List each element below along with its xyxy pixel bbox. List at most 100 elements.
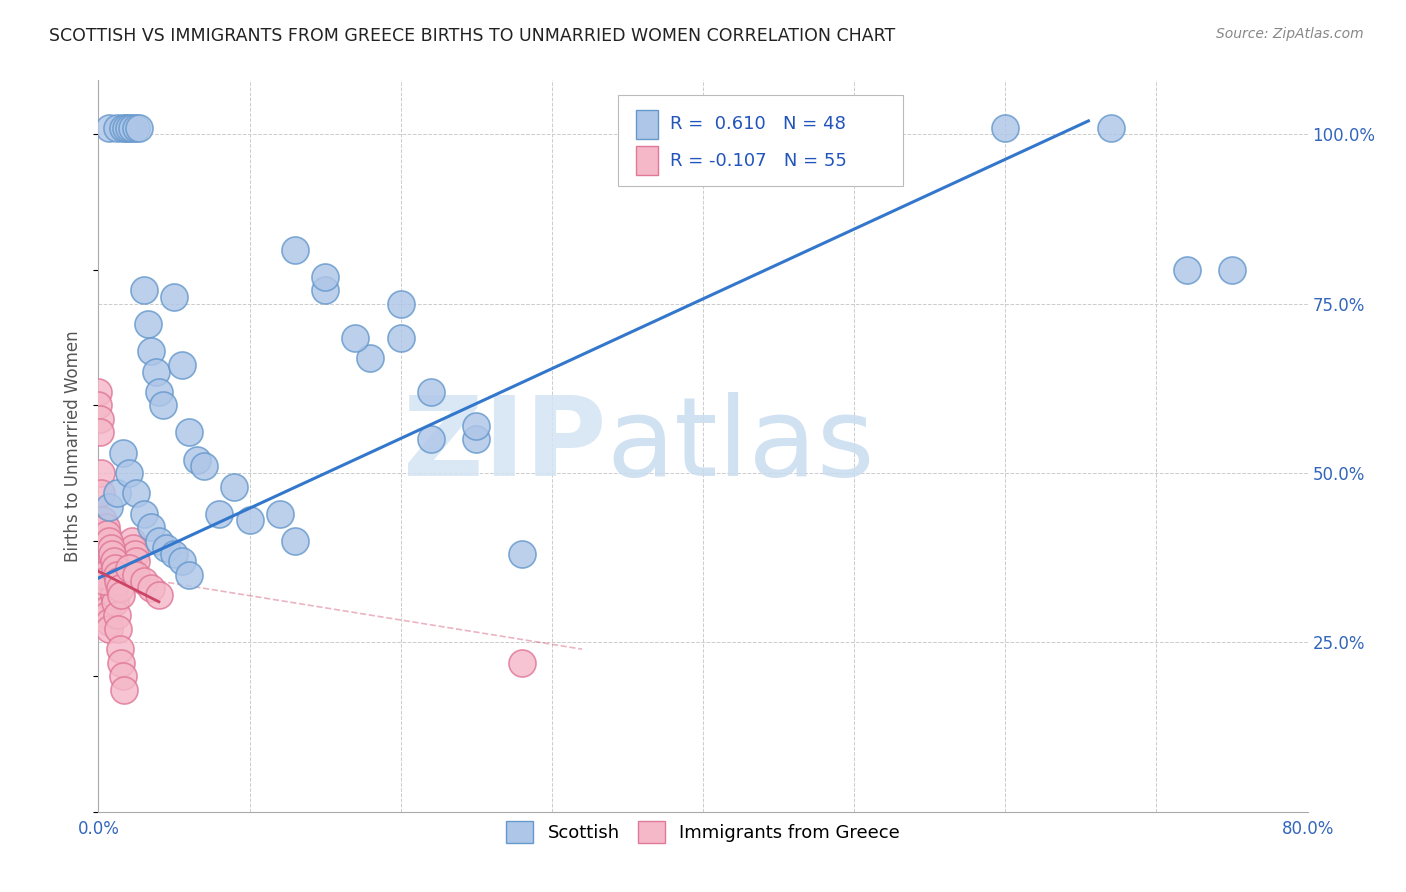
Point bbox=[101, 547, 124, 561]
Point bbox=[108, 581, 131, 595]
Point bbox=[105, 608, 128, 623]
Point bbox=[105, 120, 128, 135]
Point bbox=[107, 574, 129, 589]
Legend: Scottish, Immigrants from Greece: Scottish, Immigrants from Greece bbox=[499, 814, 907, 850]
Point bbox=[510, 547, 533, 561]
Point bbox=[125, 554, 148, 568]
Point bbox=[96, 608, 118, 623]
Point bbox=[122, 541, 145, 555]
Point bbox=[90, 486, 112, 500]
Point bbox=[96, 601, 118, 615]
Point bbox=[103, 588, 125, 602]
Point bbox=[98, 500, 121, 514]
FancyBboxPatch shape bbox=[637, 146, 658, 176]
Y-axis label: Births to Unmarried Women: Births to Unmarried Women bbox=[65, 330, 83, 562]
Point bbox=[132, 283, 155, 297]
Point bbox=[1220, 263, 1243, 277]
Point bbox=[1175, 263, 1198, 277]
Point bbox=[389, 297, 412, 311]
Point bbox=[510, 656, 533, 670]
Point bbox=[145, 364, 167, 378]
Point bbox=[128, 120, 150, 135]
Point bbox=[98, 615, 121, 629]
Point bbox=[148, 588, 170, 602]
Point bbox=[170, 554, 193, 568]
Text: R = -0.107   N = 55: R = -0.107 N = 55 bbox=[671, 152, 848, 169]
Point bbox=[465, 432, 488, 446]
Point bbox=[111, 446, 134, 460]
Point bbox=[110, 588, 132, 602]
Point bbox=[148, 384, 170, 399]
Point bbox=[125, 567, 148, 582]
Text: atlas: atlas bbox=[606, 392, 875, 500]
Point bbox=[124, 547, 146, 561]
Text: SCOTTISH VS IMMIGRANTS FROM GREECE BIRTHS TO UNMARRIED WOMEN CORRELATION CHART: SCOTTISH VS IMMIGRANTS FROM GREECE BIRTH… bbox=[49, 27, 896, 45]
Point bbox=[89, 412, 111, 426]
Point bbox=[193, 459, 215, 474]
Point bbox=[269, 507, 291, 521]
Point bbox=[132, 574, 155, 589]
Point bbox=[148, 533, 170, 548]
Point bbox=[1099, 120, 1122, 135]
Point bbox=[111, 669, 134, 683]
Point bbox=[100, 561, 122, 575]
Point bbox=[179, 567, 201, 582]
Point bbox=[100, 541, 122, 555]
Text: ZIP: ZIP bbox=[404, 392, 606, 500]
Point bbox=[125, 486, 148, 500]
Point bbox=[89, 425, 111, 440]
Point bbox=[465, 418, 488, 433]
Point bbox=[104, 595, 127, 609]
Point bbox=[111, 120, 134, 135]
Point bbox=[93, 554, 115, 568]
Point bbox=[110, 656, 132, 670]
Point bbox=[155, 541, 177, 555]
Point bbox=[420, 384, 443, 399]
Point bbox=[152, 398, 174, 412]
Text: R =  0.610   N = 48: R = 0.610 N = 48 bbox=[671, 115, 846, 133]
Point bbox=[118, 561, 141, 575]
Point bbox=[344, 331, 367, 345]
Point bbox=[284, 243, 307, 257]
Point bbox=[91, 567, 114, 582]
Point bbox=[98, 622, 121, 636]
Point bbox=[121, 120, 143, 135]
Point bbox=[121, 533, 143, 548]
Point bbox=[224, 480, 246, 494]
Point bbox=[994, 120, 1017, 135]
Point bbox=[170, 358, 193, 372]
Point bbox=[141, 581, 163, 595]
Point bbox=[314, 269, 336, 284]
Point bbox=[163, 547, 186, 561]
Point bbox=[105, 486, 128, 500]
Point bbox=[87, 384, 110, 399]
Point bbox=[186, 452, 208, 467]
Point bbox=[314, 283, 336, 297]
FancyBboxPatch shape bbox=[637, 110, 658, 139]
Point bbox=[163, 290, 186, 304]
Point bbox=[107, 622, 129, 636]
Point bbox=[91, 514, 114, 528]
Point bbox=[91, 533, 114, 548]
Point bbox=[118, 466, 141, 480]
Point bbox=[136, 317, 159, 331]
Point bbox=[94, 581, 117, 595]
Point bbox=[114, 120, 136, 135]
Point bbox=[141, 344, 163, 359]
Point bbox=[112, 682, 135, 697]
Point bbox=[101, 574, 124, 589]
Point bbox=[93, 574, 115, 589]
Point bbox=[239, 514, 262, 528]
Point bbox=[98, 533, 121, 548]
Point bbox=[141, 520, 163, 534]
Point bbox=[420, 432, 443, 446]
FancyBboxPatch shape bbox=[619, 95, 903, 186]
Point bbox=[179, 425, 201, 440]
Point bbox=[94, 588, 117, 602]
Point bbox=[103, 554, 125, 568]
Point bbox=[100, 554, 122, 568]
Point bbox=[118, 120, 141, 135]
Point bbox=[125, 120, 148, 135]
Point bbox=[108, 642, 131, 657]
Point bbox=[90, 466, 112, 480]
